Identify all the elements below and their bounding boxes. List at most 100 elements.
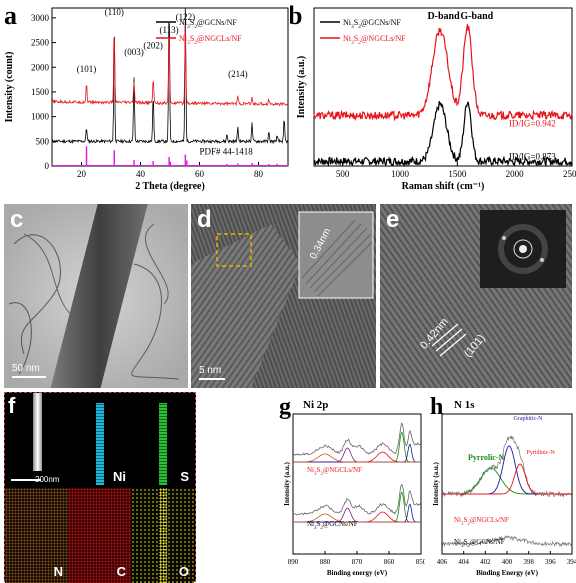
- eds-label-c: C: [116, 564, 126, 579]
- x-tick-label: 870: [352, 558, 363, 566]
- eds-haadf: f 200nm: [5, 393, 68, 488]
- peak-label: (214): [228, 69, 248, 79]
- hrtem-image-d: d 0.34nm 5 nm: [191, 204, 376, 388]
- band-label: D-band: [427, 11, 460, 22]
- x-axis-label: Binding Energy (eV): [476, 569, 539, 577]
- panel-label-a: a: [4, 1, 17, 30]
- xps-component: [293, 453, 421, 463]
- y-tick-label: 2000: [31, 62, 50, 72]
- tem-image-c: c 50 nm: [4, 204, 188, 388]
- x-tick-label: 880: [320, 558, 331, 566]
- xps-raw: [292, 422, 421, 456]
- plot-frame: [292, 413, 422, 555]
- xps-component: [442, 463, 572, 495]
- x-tick-label: 400: [502, 558, 513, 566]
- peak-label: (122): [176, 12, 196, 22]
- x-tick-label: 394: [567, 558, 576, 566]
- sample-label: Ni3S2@GCNs/NF: [454, 538, 505, 549]
- x-tick-label: 2500: [563, 169, 576, 179]
- panel-label-g: g: [279, 394, 291, 420]
- eds-label-s: S: [180, 469, 189, 484]
- scale-text-d: 5 nm: [199, 365, 222, 376]
- x-tick-label: 1000: [391, 169, 410, 179]
- y-tick-label: 0: [45, 161, 50, 171]
- ni2p-xps-chart: g Ni 2p 890 880 870 860 850 Binding energy (eV)…: [279, 394, 425, 577]
- legend-label: Ni3S2@NGCLs/NF: [343, 34, 406, 46]
- peak-label: (113): [160, 25, 179, 35]
- x-tick-label: 404: [458, 558, 469, 566]
- x-tick-label: 850: [416, 558, 425, 566]
- x-tick-label: 398: [523, 558, 534, 566]
- series-line: [51, 24, 288, 107]
- x-axis-label: 2 Theta (degree): [135, 181, 205, 192]
- raman-chart: b 500 1000 1500 2000 2500 Raman shift (cm⁻¹) In…: [290, 1, 576, 192]
- series-line: [313, 24, 573, 122]
- xrd-chart: a 0 500 1000 1500 2000 2500 3000 20 40 60 80 2 Theta…: [4, 1, 289, 192]
- x-tick-label: 1500: [448, 169, 467, 179]
- y-axis-label: Intensity (a.u.): [283, 461, 291, 505]
- panel-title: N 1s: [454, 399, 475, 411]
- eds-mapping-f: f 200nm Ni S N C O: [4, 392, 196, 583]
- scale-text-f: 200nm: [35, 475, 60, 484]
- panel-label-h: h: [430, 394, 443, 420]
- eds-ni-map: Ni: [68, 393, 131, 488]
- x-tick-label: 2000: [506, 169, 525, 179]
- xps-component: [293, 513, 421, 523]
- x-tick-label: 406: [437, 558, 448, 566]
- eds-label-ni: Ni: [113, 469, 126, 484]
- eds-o-map: O: [131, 488, 194, 583]
- scale-bar-c: [12, 376, 46, 378]
- xps-component: [442, 467, 572, 495]
- y-tick-label: 500: [36, 136, 50, 146]
- component-label: Pyrrolic-N: [468, 453, 505, 462]
- eds-label-n: N: [53, 564, 63, 579]
- peak-label: (202): [143, 40, 163, 50]
- x-tick-label: 40: [136, 169, 146, 179]
- x-tick-label: 80: [254, 169, 264, 179]
- hrtem-d-texture: [191, 204, 376, 388]
- x-tick-label: 860: [384, 558, 395, 566]
- x-tick-label: 500: [336, 169, 350, 179]
- scale-bar-d: [199, 378, 225, 380]
- panel-title: Ni 2p: [303, 399, 328, 411]
- y-axis-label: Intensity (count): [4, 52, 15, 123]
- eds-n-map: N: [5, 488, 68, 583]
- y-tick-label: 1500: [31, 87, 50, 97]
- hrtem-image-e: e 0.42nm (101): [380, 204, 572, 388]
- sample-label: Ni3S2@NGCLs/NF: [454, 516, 509, 527]
- tem-c-texture: [4, 204, 188, 388]
- panel-label-c: c: [10, 206, 24, 233]
- plot-frame: [441, 413, 573, 555]
- peak-label: (101): [77, 64, 97, 74]
- panel-label-f: f: [8, 393, 16, 418]
- x-axis-label: Raman shift (cm⁻¹): [402, 181, 485, 192]
- band-label: G-band: [460, 11, 493, 22]
- xps-raw: [441, 535, 572, 548]
- series-line: [313, 101, 573, 168]
- x-tick-label: 402: [480, 558, 491, 566]
- scale-bar-f: [11, 479, 41, 481]
- y-axis-label: Intensity (a.u.): [432, 461, 440, 505]
- eds-label-o: O: [178, 564, 189, 579]
- eds-c-map: C: [68, 488, 131, 583]
- x-tick-label: 890: [288, 558, 299, 566]
- xps-raw: [441, 435, 572, 498]
- scale-text-c: 50 nm: [12, 363, 40, 374]
- sample-label: Ni3S2@NGCLs/NF: [307, 466, 362, 477]
- legend-label: Ni3S2@GCNs/NF: [343, 18, 401, 30]
- ratio-label: ID/IG=0.873: [509, 152, 556, 162]
- ratio-label: ID/IG=0.942: [509, 119, 556, 129]
- legend-label: Ni3S2@NGCLs/NF: [179, 34, 242, 46]
- legend-label: Ni3S2@GCNs/NF: [179, 18, 237, 30]
- x-tick-label: 60: [195, 169, 205, 179]
- hrtem-e-texture: [380, 204, 572, 388]
- x-tick-label: 20: [77, 169, 87, 179]
- y-tick-label: 1000: [31, 112, 50, 122]
- xps-component: [293, 447, 421, 463]
- peak-label: (110): [105, 7, 124, 17]
- panel-label-e: e: [386, 206, 400, 233]
- component-label: Pyridinic-N: [527, 450, 556, 456]
- peak-label: (003): [124, 47, 144, 57]
- panel-label-d: d: [197, 206, 212, 233]
- panel-label-b: b: [290, 1, 302, 30]
